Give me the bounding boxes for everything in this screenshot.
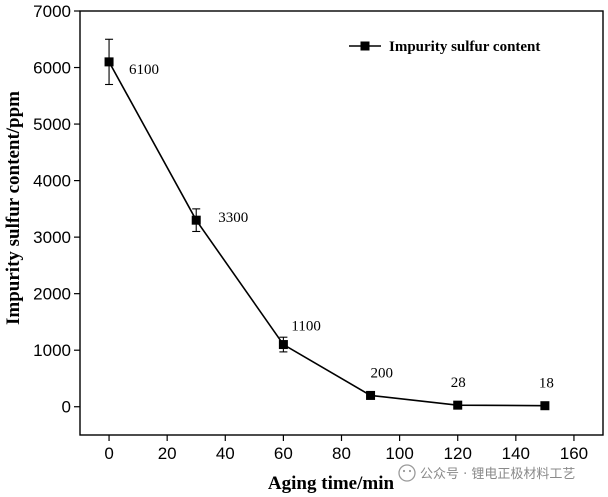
y-tick-label: 1000 [33, 341, 71, 360]
data-label: 200 [371, 365, 394, 381]
data-label: 28 [451, 375, 466, 391]
x-axis-ticks: 0 20 40 60 80 100 120 140 160 [104, 435, 588, 463]
x-tick-label: 100 [385, 444, 413, 463]
x-tick-label: 120 [444, 444, 472, 463]
data-point [366, 390, 376, 400]
data-label: 1100 [291, 319, 320, 335]
y-tick-label: 4000 [33, 172, 71, 191]
x-tick-label: 60 [274, 444, 293, 463]
data-point [191, 215, 201, 225]
data-point [453, 400, 463, 410]
x-tick-label: 160 [560, 444, 588, 463]
data-label: 18 [539, 376, 554, 392]
data-label: 3300 [218, 210, 248, 226]
x-axis-title: Aging time/min [268, 473, 395, 494]
series-line [108, 61, 545, 407]
wechat-icon-eye-left [402, 469, 406, 473]
data-point [278, 340, 288, 350]
watermark-text: 公众号 · 锂电正极材料工艺 [420, 467, 575, 482]
legend-marker [360, 41, 370, 51]
y-tick-label: 2000 [33, 285, 71, 304]
y-axis-ticks: 0 1000 2000 3000 4000 5000 6000 7000 [33, 2, 80, 417]
data-point [104, 57, 114, 67]
x-tick-label: 80 [332, 444, 351, 463]
data-labels: 6100 3300 1100 200 28 18 [129, 62, 554, 392]
series-layer [104, 38, 550, 411]
legend: Impurity sulfur content [349, 39, 540, 55]
wechat-icon-eye-right [408, 469, 412, 473]
y-tick-label: 5000 [33, 115, 71, 134]
y-tick-label: 0 [62, 398, 71, 417]
y-tick-label: 6000 [33, 59, 71, 78]
data-label: 6100 [129, 62, 159, 78]
wechat-icon [398, 464, 416, 482]
x-tick-label: 40 [216, 444, 235, 463]
y-tick-label: 3000 [33, 228, 71, 247]
x-tick-label: 20 [158, 444, 177, 463]
y-axis-title: Impurity sulfur content/ppm [3, 91, 24, 325]
data-point [540, 401, 550, 411]
x-tick-label: 0 [104, 444, 113, 463]
y-tick-label: 7000 [33, 2, 71, 21]
legend-entry-label: Impurity sulfur content [389, 39, 540, 55]
watermark: 公众号 · 锂电正极材料工艺 [398, 464, 575, 482]
x-tick-label: 140 [502, 444, 530, 463]
